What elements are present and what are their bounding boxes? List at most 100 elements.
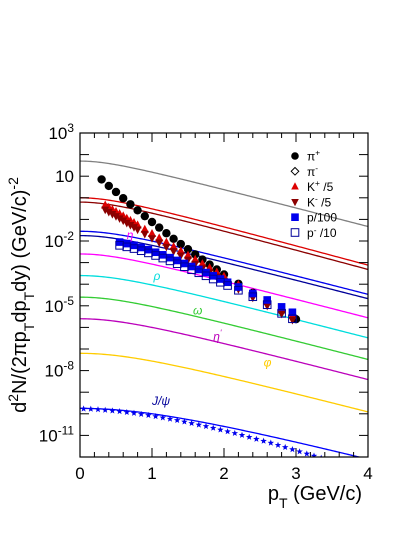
marker-jpsi (253, 435, 260, 442)
legend-label-1: π- (307, 163, 318, 179)
marker-pbar (262, 300, 272, 310)
marker-km (108, 211, 117, 219)
x-axis-label: pT (GeV/c) (268, 483, 362, 511)
x-tick-label: 0 (75, 464, 84, 483)
marker-jpsi (130, 409, 138, 416)
curve-p (80, 230, 368, 295)
marker-jpsi (310, 452, 318, 457)
marker-jpsi (195, 421, 203, 428)
fit-curves (80, 160, 368, 457)
marker-pbar (223, 281, 232, 290)
curve-rho (80, 274, 368, 339)
marker-p (123, 239, 131, 248)
data-markers (80, 175, 324, 457)
marker-km (140, 230, 149, 239)
marker-jpsi (217, 426, 224, 433)
marker-pip (191, 250, 200, 259)
marker-km (162, 243, 171, 252)
marker-kp (162, 237, 171, 246)
marker-pip (140, 211, 149, 221)
marker-jpsi (173, 416, 181, 424)
marker-pip (183, 245, 193, 254)
marker-jpsi (166, 415, 174, 422)
marker-p (195, 265, 203, 274)
marker-p (144, 245, 153, 254)
legend-label-5: p- /10 (307, 225, 337, 240)
marker-jpsi (116, 408, 123, 415)
marker-p (130, 241, 138, 250)
marker-jpsi (87, 405, 95, 412)
marker-kp (169, 242, 178, 250)
marker-jpsi (238, 431, 246, 438)
marker-kp (147, 229, 157, 238)
marker-km (133, 226, 142, 235)
marker-jpsi (80, 405, 87, 412)
marker-pip (162, 229, 171, 238)
curve-phi (80, 352, 368, 413)
marker-km (130, 224, 138, 232)
marker-km (119, 217, 128, 226)
legend-marker-4 (291, 213, 299, 221)
marker-jpsi (101, 406, 109, 413)
legend-label-3: K- /5 (307, 193, 331, 209)
marker-kp (198, 259, 207, 268)
marker-jpsi (281, 443, 289, 451)
marker-kp (191, 254, 200, 263)
legend-label-4: p/100 (307, 211, 337, 225)
x-tick-label: 3 (291, 464, 300, 483)
y-tick-label: 10-11 (39, 423, 75, 445)
x-tick-label: 4 (363, 464, 372, 483)
marker-km (288, 316, 297, 325)
marker-jpsi (137, 410, 145, 417)
marker-p (173, 256, 181, 265)
curve-label-1: ρ (152, 269, 160, 283)
marker-jpsi (224, 428, 231, 435)
marker-pip (111, 187, 121, 197)
curve-label-3: η' (213, 327, 222, 343)
curve-omega (80, 296, 368, 361)
curve-etaprime (80, 318, 368, 381)
curve-jpsi (80, 407, 362, 457)
marker-km (176, 252, 185, 261)
marker-jpsi (267, 439, 275, 446)
marker-pip (155, 223, 164, 232)
marker-pip (126, 200, 135, 209)
marker-km (148, 235, 156, 243)
marker-pip (176, 239, 185, 249)
marker-pbar (277, 309, 286, 318)
marker-p (180, 259, 189, 268)
marker-jpsi (188, 419, 195, 427)
y-tick-label: 10-5 (45, 294, 75, 316)
marker-p (209, 271, 217, 280)
y-tick-label: 103 (48, 121, 74, 143)
legend-label-0: π+ (307, 148, 320, 164)
x-tick-label: 2 (219, 464, 228, 483)
marker-jpsi (274, 441, 282, 448)
marker-kp (155, 233, 164, 242)
marker-pip (119, 194, 128, 203)
marker-km (263, 302, 272, 311)
marker-pbar (248, 292, 258, 302)
marker-p (223, 278, 232, 287)
marker-km (277, 310, 286, 319)
curve-labels: η ρ ω η' φ J/ψ (127, 228, 272, 408)
marker-jpsi (245, 433, 253, 440)
axes: 0 1 2 3 4 103 10 10-2 10-5 10-8 10-11 (39, 121, 373, 483)
curve-label-5: J/ψ (151, 394, 170, 408)
marker-p (137, 243, 145, 252)
marker-pip (133, 206, 142, 215)
legend-label-2: K+ /5 (307, 178, 334, 194)
legend-marker-3 (291, 199, 299, 207)
y-tick-label: 10-2 (45, 229, 75, 251)
curve-label-4: φ (264, 355, 272, 369)
y-axis-label: d2N/(2πpTdpTdy) (GeV/c)-2 (5, 177, 37, 413)
marker-jpsi (123, 408, 131, 416)
marker-pbar (234, 285, 243, 295)
marker-p (288, 308, 297, 317)
marker-km (155, 239, 164, 248)
y-tick-label: 10-8 (45, 359, 75, 381)
curve-label-0: η (127, 228, 134, 242)
